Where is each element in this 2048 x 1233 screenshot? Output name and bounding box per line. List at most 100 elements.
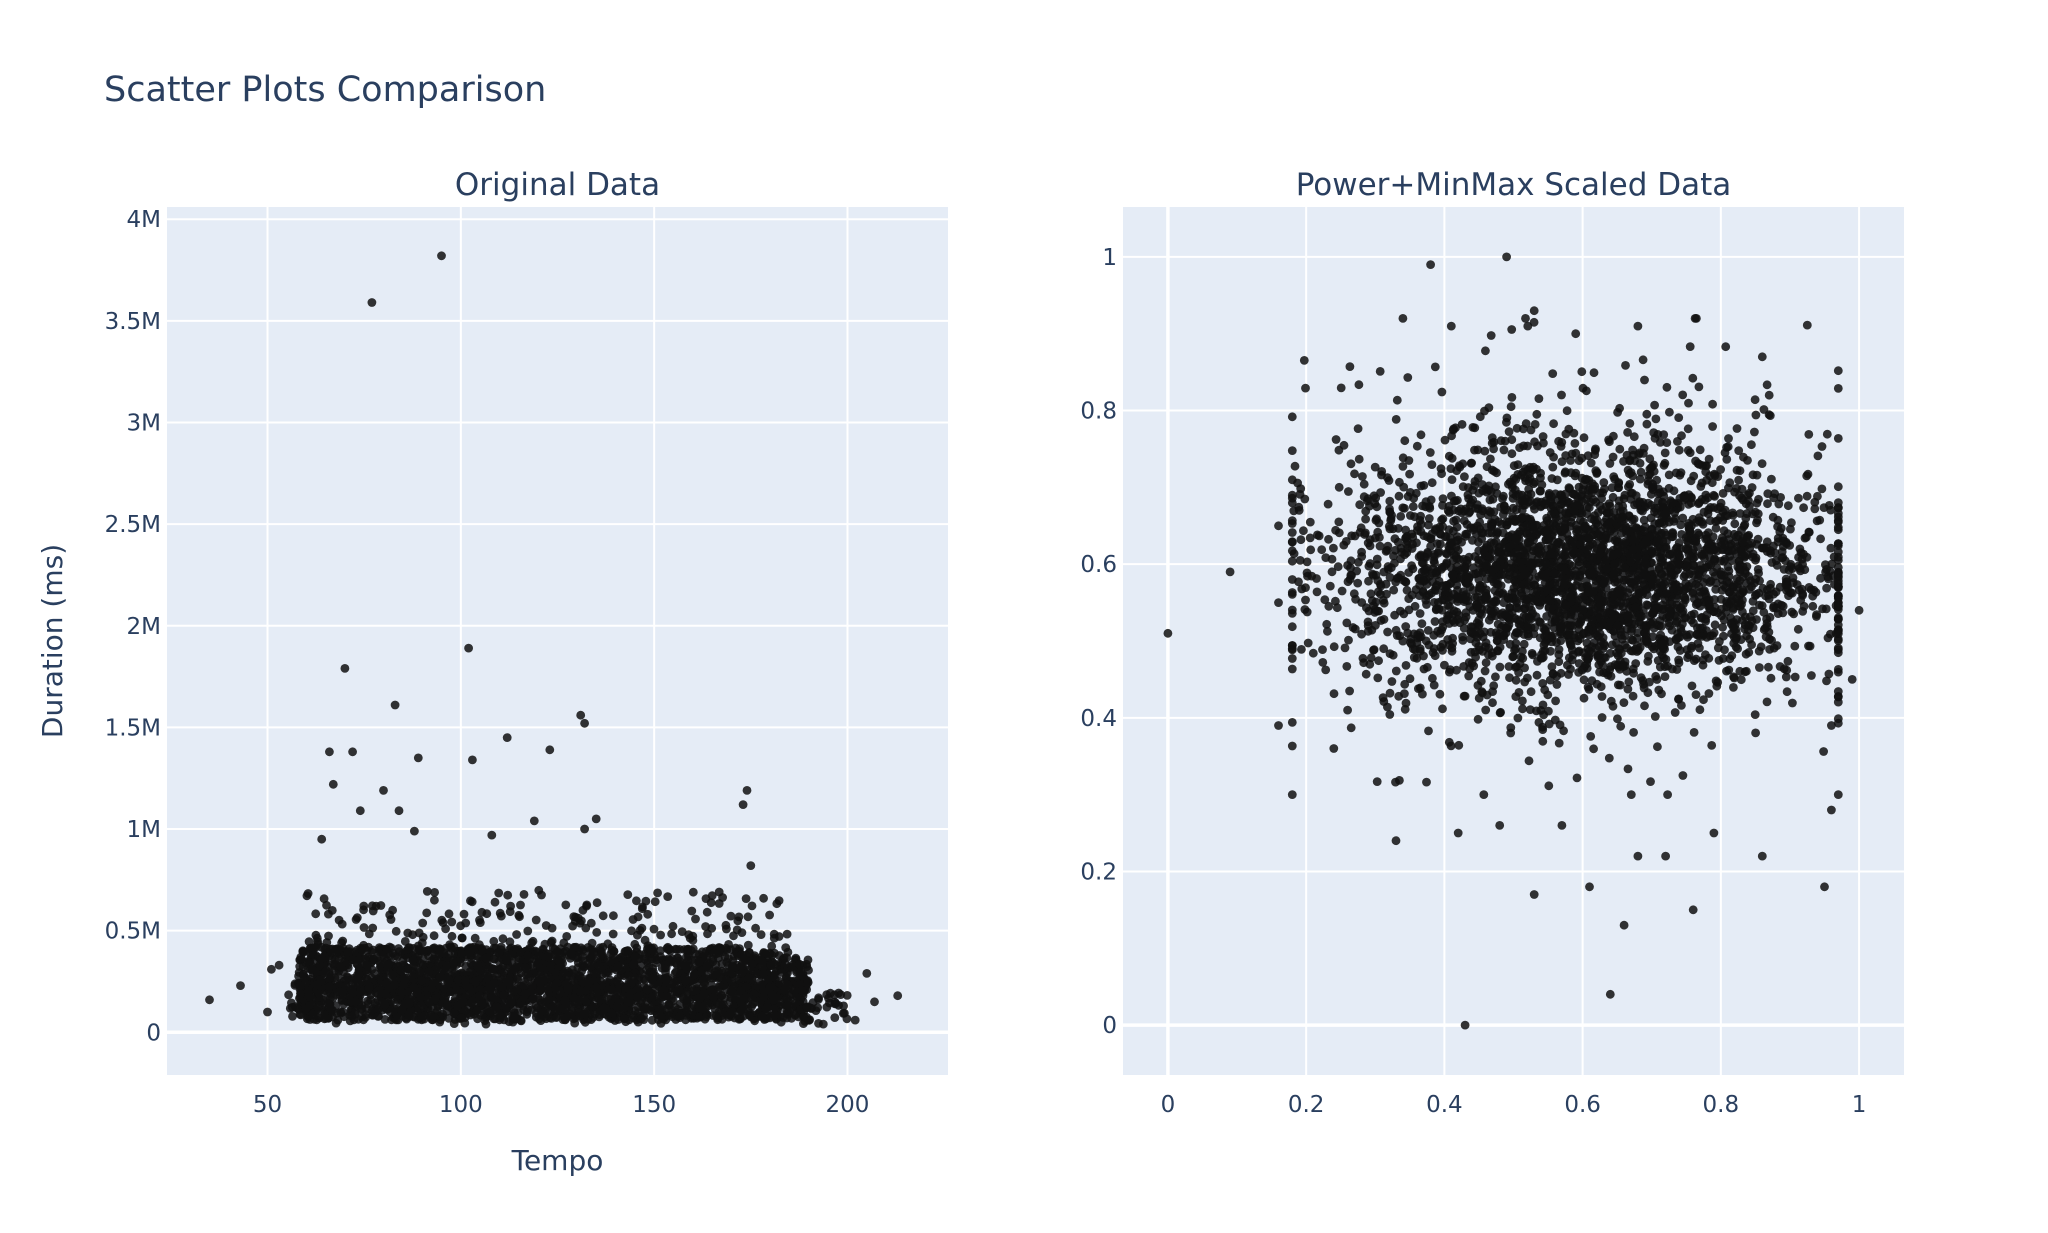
data-point <box>687 907 696 916</box>
data-point <box>663 944 672 953</box>
data-point <box>1692 690 1701 699</box>
data-point <box>490 979 499 988</box>
data-point <box>1675 446 1684 455</box>
data-point <box>623 890 632 899</box>
data-point <box>561 901 570 910</box>
data-point <box>523 927 532 936</box>
data-point <box>587 919 596 928</box>
data-point <box>466 896 475 905</box>
data-point <box>516 901 525 910</box>
data-point <box>447 918 456 927</box>
y-tick-label: 4M <box>127 207 161 233</box>
data-point <box>584 979 593 988</box>
x-tick-label: 1 <box>1852 1092 1867 1118</box>
data-point <box>481 1016 490 1025</box>
data-point <box>1752 411 1761 420</box>
data-point <box>1640 701 1649 710</box>
data-point <box>1332 435 1341 444</box>
y-tick-label: 1 <box>1102 245 1117 271</box>
data-point <box>396 966 405 975</box>
data-point <box>325 982 334 991</box>
data-point <box>592 815 601 824</box>
data-point <box>1794 494 1803 503</box>
data-point <box>603 939 612 948</box>
data-point <box>495 957 504 966</box>
data-point <box>284 990 293 999</box>
data-point <box>680 962 689 971</box>
data-point <box>744 941 753 950</box>
data-point <box>759 894 768 903</box>
data-point <box>404 1010 413 1019</box>
data-point <box>671 987 680 996</box>
data-point <box>1790 642 1799 651</box>
data-point <box>489 964 498 973</box>
data-point <box>1309 649 1318 658</box>
x-tick-label: 150 <box>632 1092 676 1118</box>
data-point <box>1724 434 1733 443</box>
data-point <box>634 913 643 922</box>
data-point <box>434 959 443 968</box>
data-point <box>609 930 618 939</box>
data-point <box>650 925 659 934</box>
data-point <box>600 1003 609 1012</box>
data-point <box>1288 606 1297 615</box>
data-point <box>760 1015 769 1024</box>
data-point <box>444 1014 453 1023</box>
data-point <box>690 970 699 979</box>
data-point <box>449 959 458 968</box>
data-point <box>410 827 419 836</box>
data-point <box>1380 615 1389 624</box>
data-point <box>1751 710 1760 719</box>
data-point <box>735 913 744 922</box>
data-point <box>744 912 753 921</box>
data-point <box>893 991 902 1000</box>
data-point <box>561 995 570 1004</box>
data-point <box>315 1002 324 1011</box>
data-point <box>763 1003 772 1012</box>
data-point <box>1784 657 1793 666</box>
data-point <box>304 889 313 898</box>
data-point <box>308 965 317 974</box>
data-point <box>445 950 454 959</box>
y-tick-label: 1.5M <box>105 715 161 741</box>
data-point <box>532 916 541 925</box>
data-point <box>728 963 737 972</box>
data-point <box>513 973 522 982</box>
data-point <box>785 1002 794 1011</box>
data-point <box>648 974 657 983</box>
data-point <box>445 976 454 985</box>
data-point <box>368 298 377 307</box>
y-tick-label: 0.6 <box>1080 552 1117 578</box>
data-point <box>414 754 423 763</box>
data-point <box>1416 609 1425 618</box>
data-point <box>379 786 388 795</box>
data-point <box>353 913 362 922</box>
data-point <box>1390 611 1399 620</box>
data-point <box>1383 628 1392 637</box>
x-tick-label: 0.4 <box>1426 1092 1463 1118</box>
data-point <box>441 995 450 1004</box>
x-tick-label: 50 <box>253 1092 282 1118</box>
data-point <box>385 943 394 952</box>
data-point <box>1812 612 1821 621</box>
data-point <box>1448 475 1457 484</box>
data-point <box>1816 574 1825 583</box>
data-point <box>681 977 690 986</box>
data-point <box>534 959 543 968</box>
data-point <box>476 966 485 975</box>
data-point <box>560 968 569 977</box>
data-point <box>807 1004 816 1013</box>
data-point <box>836 990 845 999</box>
data-point <box>471 934 480 943</box>
data-point <box>562 932 571 941</box>
data-point <box>1441 436 1450 445</box>
data-point <box>625 978 634 987</box>
data-point <box>489 937 498 946</box>
x-tick-label: 100 <box>439 1092 483 1118</box>
data-point <box>458 934 467 943</box>
data-point <box>851 1016 860 1025</box>
data-point <box>742 894 751 903</box>
data-point <box>536 996 545 1005</box>
data-point <box>1803 321 1812 330</box>
data-point <box>1586 732 1595 741</box>
